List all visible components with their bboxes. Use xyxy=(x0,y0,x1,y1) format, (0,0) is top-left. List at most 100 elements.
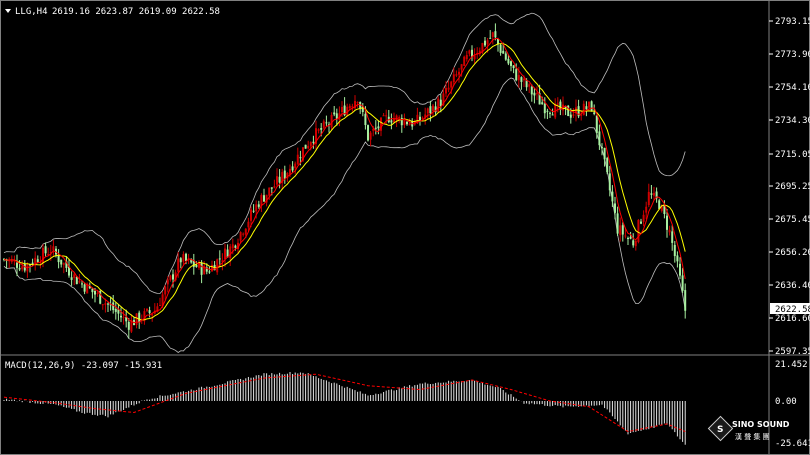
candle-body xyxy=(273,186,276,188)
candle-body xyxy=(533,92,536,96)
candle-body xyxy=(499,44,502,53)
candle-body xyxy=(335,113,338,119)
candle-body xyxy=(231,244,234,249)
candle-body xyxy=(109,304,112,306)
candle-body xyxy=(307,145,310,149)
candle-body xyxy=(224,248,226,260)
candle-body xyxy=(528,84,531,87)
candle-body xyxy=(21,266,24,270)
candle-body xyxy=(619,225,622,236)
candle-body xyxy=(101,304,104,306)
candle-body xyxy=(294,163,297,169)
candle-body xyxy=(486,40,489,45)
candle-body xyxy=(406,121,408,125)
candle-body xyxy=(489,37,492,39)
candle-body xyxy=(512,65,515,69)
candle-body xyxy=(354,100,356,109)
candle-body xyxy=(642,214,645,222)
candle-body xyxy=(424,114,427,119)
yellow-ma-line xyxy=(3,43,686,321)
candle-body xyxy=(668,229,671,233)
candle-body xyxy=(653,192,655,196)
candle-body xyxy=(629,236,632,239)
candle-body xyxy=(312,141,315,143)
candle-body xyxy=(255,204,258,212)
candle-body xyxy=(36,259,39,263)
candle-body xyxy=(91,288,94,293)
candle-body xyxy=(507,58,510,64)
candle-body xyxy=(676,255,679,262)
candle-body xyxy=(647,191,650,206)
candle-body xyxy=(582,103,585,115)
candle-body xyxy=(49,252,52,254)
candle-body xyxy=(416,114,419,124)
candle-body xyxy=(291,166,294,171)
candle-body xyxy=(200,263,203,275)
macd-panel[interactable]: MACD(12,26,9) -23.097 -15.931 xyxy=(3,361,686,445)
candle-body xyxy=(112,302,115,311)
candle-body xyxy=(68,266,70,276)
candle-body xyxy=(104,303,107,305)
candle-body xyxy=(47,253,50,255)
upper-band-line xyxy=(3,12,686,294)
candle-body xyxy=(205,267,208,272)
candle-body xyxy=(679,263,681,276)
candle-body xyxy=(473,54,476,60)
candle-body xyxy=(426,108,429,114)
candle-body xyxy=(455,74,458,76)
candle-body xyxy=(60,259,63,265)
candle-body xyxy=(434,106,437,113)
candle-body xyxy=(497,38,499,45)
candle-body xyxy=(153,310,156,314)
candle-body xyxy=(268,187,271,196)
price-tick-label: 2597.35 xyxy=(775,347,810,357)
candle-body xyxy=(606,158,609,173)
candle-body xyxy=(465,54,468,60)
candle-body xyxy=(252,210,255,212)
candle-body xyxy=(393,118,395,123)
candle-body xyxy=(372,129,375,131)
candle-body xyxy=(270,187,273,189)
candle-body xyxy=(302,147,304,161)
candle-body xyxy=(148,310,151,314)
candle-body xyxy=(595,115,598,133)
candle-body xyxy=(530,86,533,95)
candle-body xyxy=(468,50,471,54)
candle-body xyxy=(198,262,200,268)
candle-body xyxy=(684,290,687,311)
candle-body xyxy=(195,264,198,268)
candle-body xyxy=(577,106,580,117)
price-panel[interactable] xyxy=(3,12,687,353)
candle-body xyxy=(447,87,450,90)
candle-body xyxy=(322,121,325,128)
candle-body xyxy=(10,259,13,262)
candle-body xyxy=(627,237,629,239)
candle-body xyxy=(237,242,239,250)
macd-label: MACD(12,26,9) -23.097 -15.931 xyxy=(5,361,162,371)
candle-body xyxy=(580,114,583,116)
ohlc-label: 2619.16 2623.87 2619.09 2622.58 xyxy=(52,7,220,17)
candle-body xyxy=(541,102,544,105)
candle-body xyxy=(650,193,653,195)
candle-body xyxy=(621,225,624,235)
candle-body xyxy=(666,215,668,230)
candle-body xyxy=(543,103,546,114)
candle-body xyxy=(556,103,559,105)
candle-body xyxy=(601,147,603,149)
candle-body xyxy=(385,115,388,117)
collapse-triangle-icon[interactable] xyxy=(5,9,11,13)
red-ma-line xyxy=(3,37,686,324)
candle-body xyxy=(536,93,538,95)
candle-body xyxy=(398,117,401,119)
candle-body xyxy=(359,102,362,109)
candle-body xyxy=(75,276,78,285)
candle-body xyxy=(172,274,174,280)
candle-body xyxy=(442,93,445,106)
candle-body xyxy=(130,320,133,332)
candle-body xyxy=(671,231,674,243)
candle-body xyxy=(174,272,177,281)
candle-body xyxy=(283,170,286,179)
macd-tick-label: 0.00 xyxy=(775,397,797,407)
candle-body xyxy=(632,240,635,246)
